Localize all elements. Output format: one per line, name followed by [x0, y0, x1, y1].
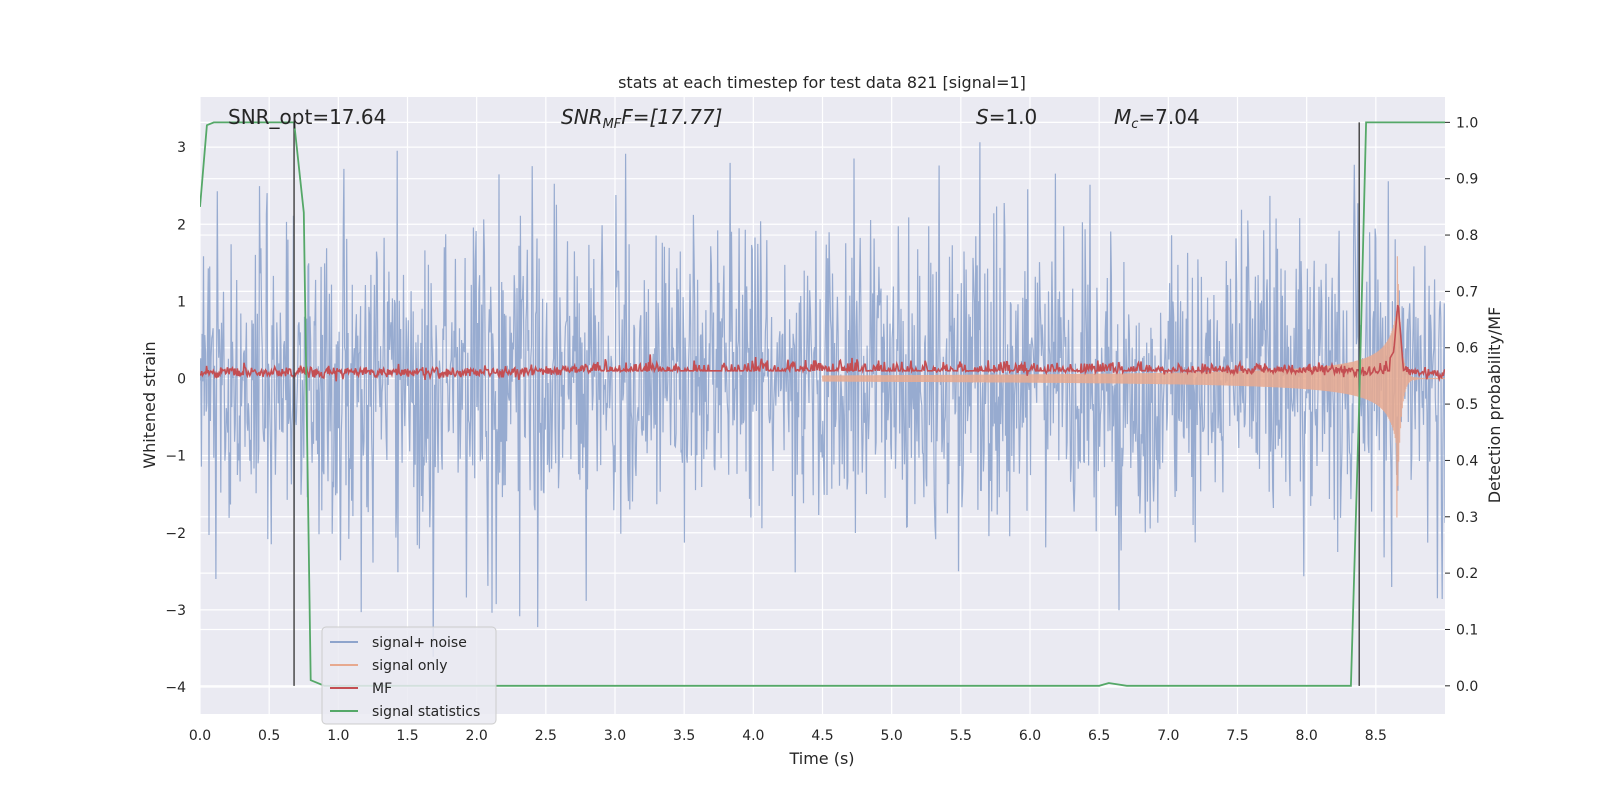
y-tick-label-left: 3	[177, 140, 186, 156]
legend-label: signal only	[372, 658, 447, 674]
legend-label: signal statistics	[372, 704, 480, 720]
legend-box	[321, 626, 497, 725]
snr-mf-sub: MF	[603, 117, 622, 132]
y-tick-label-right: 0.6	[1456, 341, 1478, 357]
series-layer	[200, 121, 1445, 687]
annotation-snr-mf: SNRMFF=[17.77]	[561, 105, 722, 132]
legend: signal+ noise signal only MF signal statist…	[321, 626, 497, 725]
y-tick-label-right: 0.2	[1456, 566, 1478, 582]
mc-base: M	[1114, 105, 1131, 129]
x-tick-label: 8.0	[1296, 728, 1318, 744]
snr-mf-base: SNR	[561, 105, 603, 129]
series-signal-statistics	[200, 121, 1445, 687]
x-tick-label: 7.0	[1157, 728, 1179, 744]
legend-label: signal+ noise	[372, 635, 467, 651]
x-tick-label: 4.0	[742, 728, 764, 744]
x-axis-label: Time (s)	[788, 749, 854, 768]
y-tick-label-right: 0.4	[1456, 453, 1478, 469]
x-tick-label: 6.5	[1088, 728, 1110, 744]
legend-label: MF	[372, 681, 392, 697]
y-axis-label-left: Whitened strain	[140, 341, 159, 468]
x-tick-label: 5.5	[950, 728, 972, 744]
y-tick-label-right: 0.8	[1456, 228, 1478, 244]
s-val: =1.0	[989, 105, 1038, 129]
mc-sub: c	[1131, 117, 1138, 132]
s-var: S	[976, 105, 989, 129]
x-tick-label: 8.5	[1365, 728, 1387, 744]
y-tick-label-left: −1	[165, 449, 186, 465]
y-tick-label-left: 2	[177, 217, 186, 233]
y-tick-label-left: 0	[177, 372, 186, 388]
x-ticks: 0.0 0.5 1.0 1.5 2.0 2.5 3.0 3.5 4.0 4.5 5.0 5.5 6.0 6…	[189, 728, 1387, 744]
mc-val: =7.04	[1138, 105, 1199, 129]
x-tick-label: 5.0	[881, 728, 903, 744]
y-tick-label-right: 0.3	[1456, 510, 1478, 526]
y-tick-label-right: 0.0	[1456, 679, 1478, 695]
x-tick-label: 7.5	[1226, 728, 1248, 744]
x-tick-label: 0.5	[258, 728, 280, 744]
x-tick-label: 3.5	[673, 728, 695, 744]
x-tick-label: 2.0	[466, 728, 488, 744]
snr-mf-rest: F=[17.77]	[621, 105, 722, 129]
y-tick-label-left: −4	[165, 680, 186, 696]
series-mf	[200, 304, 1445, 382]
annotation-mc: Mc=7.04	[1114, 105, 1200, 132]
x-tick-label: 6.0	[1019, 728, 1041, 744]
y-tick-label-left: −2	[165, 526, 186, 542]
chart-title: stats at each timestep for test data 821…	[618, 73, 1026, 92]
x-tick-label: 3.0	[604, 728, 626, 744]
y-tick-label-right: 0.9	[1456, 172, 1478, 188]
annotation-s: S=1.0	[976, 105, 1037, 129]
series-signal-noise	[200, 142, 1445, 657]
y-tick-label-right: 1.0	[1456, 115, 1478, 131]
x-tick-label: 0.0	[189, 728, 211, 744]
y-tick-label-right: 0.5	[1456, 397, 1478, 413]
x-tick-label: 4.5	[811, 728, 833, 744]
y-tick-label-left: −3	[165, 603, 186, 619]
x-tick-label: 1.0	[327, 728, 349, 744]
annotation-snr-opt: SNR_opt=17.64	[228, 105, 386, 129]
y-ticks-right: 1.0 0.9 0.8 0.7 0.6 0.5 0.4 0.3 0.2 0.1 0.0	[1445, 115, 1478, 695]
y-tick-label-right: 0.7	[1456, 284, 1478, 300]
y-tick-label-right: 0.1	[1456, 622, 1478, 638]
y-tick-label-left: 1	[177, 294, 186, 310]
x-tick-label: 1.5	[396, 728, 418, 744]
x-tick-label: 2.5	[535, 728, 557, 744]
y-ticks-left: 3 2 1 0 −1 −2 −3 −4	[165, 140, 186, 696]
y-axis-label-right: Detection probability/MF	[1485, 307, 1504, 504]
